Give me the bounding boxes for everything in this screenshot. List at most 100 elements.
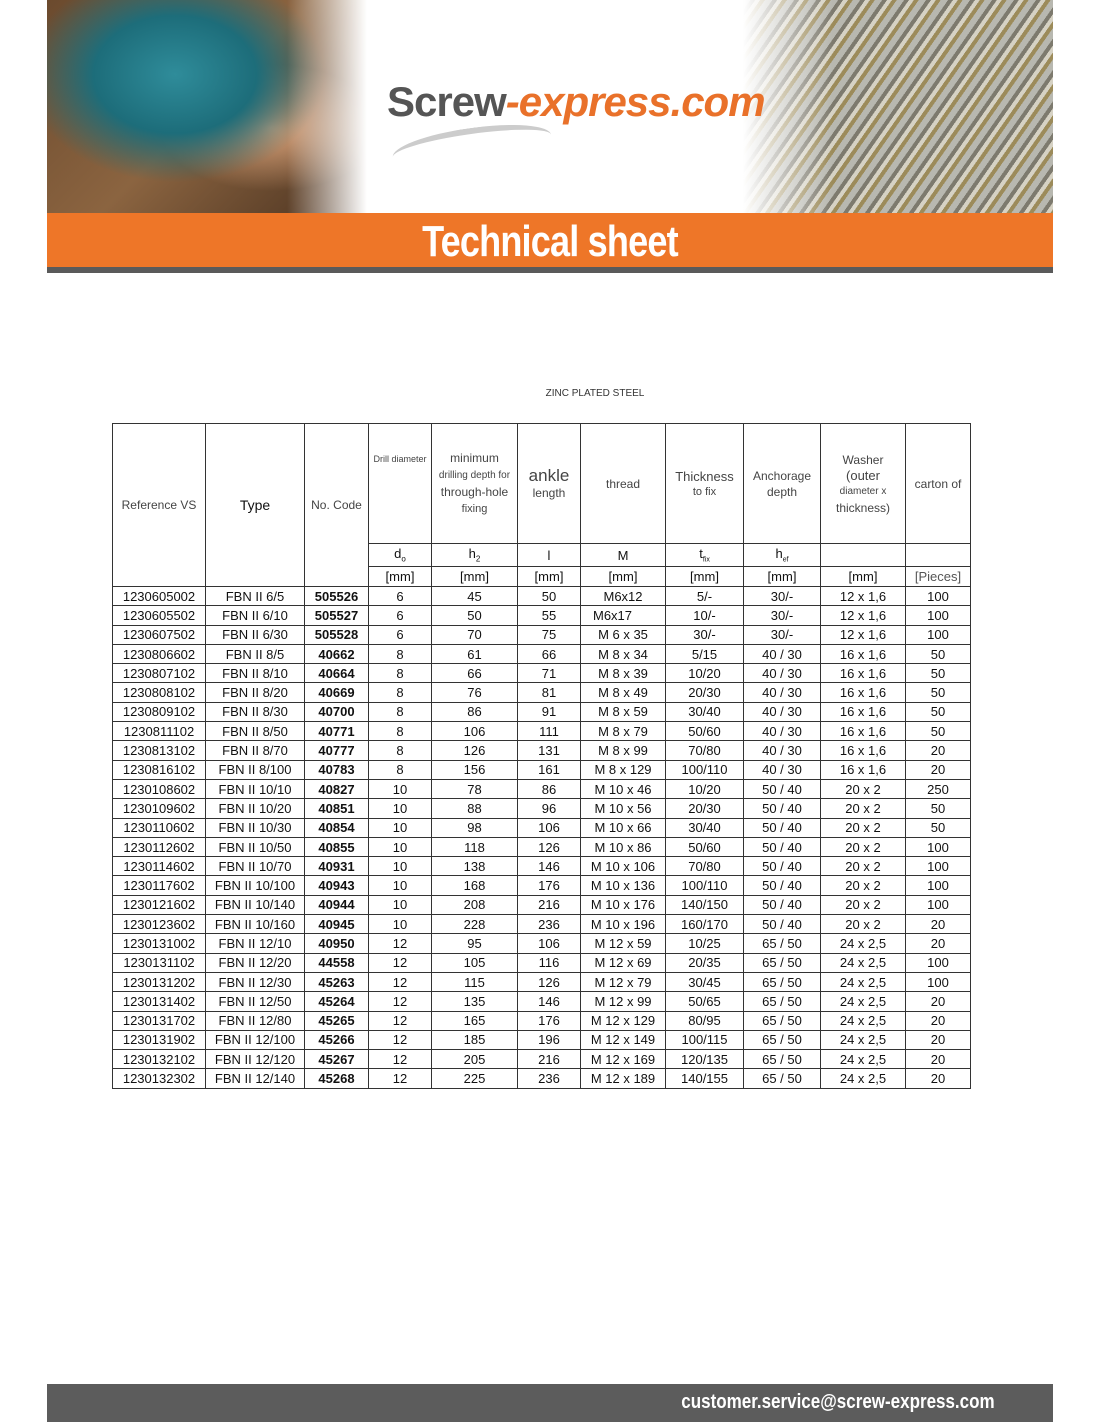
- title-bar: Technical sheet: [47, 213, 1053, 267]
- cell-washer: 24 x 2,5: [820, 991, 906, 1012]
- cell-reference: 1230131002: [112, 933, 206, 954]
- cell-code: 505527: [304, 605, 369, 626]
- table-row: 1230117602 FBN II 10/100 40943 10 168 176 M 10…: [112, 875, 971, 896]
- cell-anchorage: 30/-: [743, 624, 821, 645]
- cell-type: FBN II 6/30: [205, 624, 305, 645]
- cell-anchor-length: 91: [517, 701, 581, 723]
- cell-type: FBN II 10/70: [205, 856, 305, 877]
- footer-bar: customer.service@screw-express.com: [47, 1384, 1053, 1422]
- cell-drilling-depth: 168: [431, 875, 518, 896]
- cell-washer: 24 x 2,5: [820, 971, 906, 993]
- cell-washer: 16 x 1,6: [820, 663, 906, 684]
- cell-washer: 12 x 1,6: [820, 605, 906, 626]
- cell-drilling-depth: 45: [431, 585, 518, 607]
- cell-type: FBN II 6/10: [205, 605, 305, 626]
- cell-anchorage: 40 / 30: [743, 682, 821, 703]
- cell-drill-diameter: 10: [368, 875, 432, 896]
- cell-type: FBN II 10/30: [205, 817, 305, 838]
- cell-thickness: 10/25: [665, 933, 744, 954]
- cell-reference: 1230132302: [112, 1068, 206, 1089]
- cell-thread: M 12 x 129: [580, 1010, 666, 1031]
- table-row: 1230806602 FBN II 8/5 40662 8 61 66 M 8 x 34 5/…: [112, 643, 971, 665]
- cell-thickness: 10/-: [665, 605, 744, 626]
- symbol-drill: do: [368, 543, 432, 567]
- cell-washer: 20 x 2: [820, 856, 906, 877]
- cell-drilling-depth: 66: [431, 663, 518, 684]
- cell-reference: 1230808102: [112, 682, 206, 703]
- cell-anchorage: 40 / 30: [743, 740, 821, 761]
- cell-drilling-depth: 208: [431, 894, 518, 916]
- cell-carton: 20: [905, 1049, 971, 1070]
- cell-code: 40931: [304, 856, 369, 877]
- cell-code: 40944: [304, 894, 369, 916]
- cell-reference: 1230131902: [112, 1029, 206, 1051]
- cell-anchorage: 65 / 50: [743, 952, 821, 973]
- cell-thread: M 12 x 99: [580, 991, 666, 1012]
- cell-drilling-depth: 165: [431, 1010, 518, 1031]
- cell-drill-diameter: 10: [368, 817, 432, 838]
- cell-type: FBN II 12/50: [205, 991, 305, 1012]
- cell-thread: M 10 x 66: [580, 817, 666, 838]
- cell-drilling-depth: 135: [431, 991, 518, 1012]
- cell-washer: 24 x 2,5: [820, 952, 906, 973]
- cell-code: 505528: [304, 624, 369, 645]
- cell-thread: M 8 x 39: [580, 663, 666, 684]
- cell-washer: 20 x 2: [820, 778, 906, 800]
- logo: Screw-express.com: [387, 78, 766, 125]
- cell-carton: 20: [905, 933, 971, 954]
- cell-drilling-depth: 50: [431, 605, 518, 626]
- cell-drill-diameter: 10: [368, 856, 432, 877]
- cell-anchor-length: 126: [517, 836, 581, 858]
- cell-washer: 12 x 1,6: [820, 624, 906, 645]
- cell-drill-diameter: 12: [368, 991, 432, 1012]
- cell-drill-diameter: 10: [368, 894, 432, 916]
- cell-drill-diameter: 8: [368, 643, 432, 665]
- cell-thickness: 30/-: [665, 624, 744, 645]
- table-row: 1230131002 FBN II 12/10 40950 12 95 106 M 12 x…: [112, 933, 971, 954]
- cell-reference: 1230121602: [112, 894, 206, 916]
- cell-washer: 16 x 1,6: [820, 721, 906, 742]
- contact-email[interactable]: customer.service@screw-express.com: [681, 1391, 995, 1413]
- cell-anchor-length: 106: [517, 817, 581, 838]
- table-row: 1230131102 FBN II 12/20 44558 12 105 116 M 12 …: [112, 952, 971, 973]
- cell-code: 40664: [304, 663, 369, 684]
- cell-thickness: 140/150: [665, 894, 744, 916]
- cell-reference: 1230112602: [112, 836, 206, 858]
- cell-drill-diameter: 12: [368, 952, 432, 973]
- symbol-depth: h2: [431, 543, 518, 567]
- unit: [mm]: [743, 566, 821, 587]
- cell-code: 44558: [304, 952, 369, 973]
- cell-thread: M 12 x 189: [580, 1068, 666, 1089]
- cell-drilling-depth: 126: [431, 740, 518, 761]
- symbol-length: l: [517, 543, 581, 567]
- cell-thickness: 50/60: [665, 836, 744, 858]
- cell-carton: 20: [905, 991, 971, 1012]
- cell-thread: M 10 x 46: [580, 778, 666, 800]
- cell-thread: M 10 x 136: [580, 875, 666, 896]
- cell-reference: 1230117602: [112, 875, 206, 896]
- cell-carton: 100: [905, 624, 971, 645]
- cell-thread: M 10 x 86: [580, 836, 666, 858]
- cell-anchorage: 40 / 30: [743, 643, 821, 665]
- cell-reference: 1230605502: [112, 605, 206, 626]
- cell-drilling-depth: 61: [431, 643, 518, 665]
- cell-drill-diameter: 8: [368, 701, 432, 723]
- cell-thickness: 140/155: [665, 1068, 744, 1089]
- table-row: 1230131902 FBN II 12/100 45266 12 185 196 M 12…: [112, 1029, 971, 1051]
- cell-anchorage: 30/-: [743, 585, 821, 607]
- cell-washer: 24 x 2,5: [820, 1068, 906, 1089]
- cell-carton: 50: [905, 817, 971, 838]
- cell-thickness: 20/35: [665, 952, 744, 973]
- cell-type: FBN II 10/50: [205, 836, 305, 858]
- table-row: 1230809102 FBN II 8/30 40700 8 86 91 M 8 x 59 3…: [112, 701, 971, 723]
- table-row: 1230131202 FBN II 12/30 45263 12 115 126 M 12 …: [112, 971, 971, 993]
- symbol-carton: [905, 543, 971, 567]
- cell-thread: M6x17: [580, 605, 666, 626]
- unit: [mm]: [368, 566, 432, 587]
- cell-reference: 1230813102: [112, 740, 206, 761]
- cell-type: FBN II 10/100: [205, 875, 305, 896]
- symbol-thickness: tfix: [665, 543, 744, 567]
- cell-drill-diameter: 12: [368, 933, 432, 954]
- table-row: 1230131402 FBN II 12/50 45264 12 135 146 M 12 …: [112, 991, 971, 1012]
- cell-drill-diameter: 6: [368, 585, 432, 607]
